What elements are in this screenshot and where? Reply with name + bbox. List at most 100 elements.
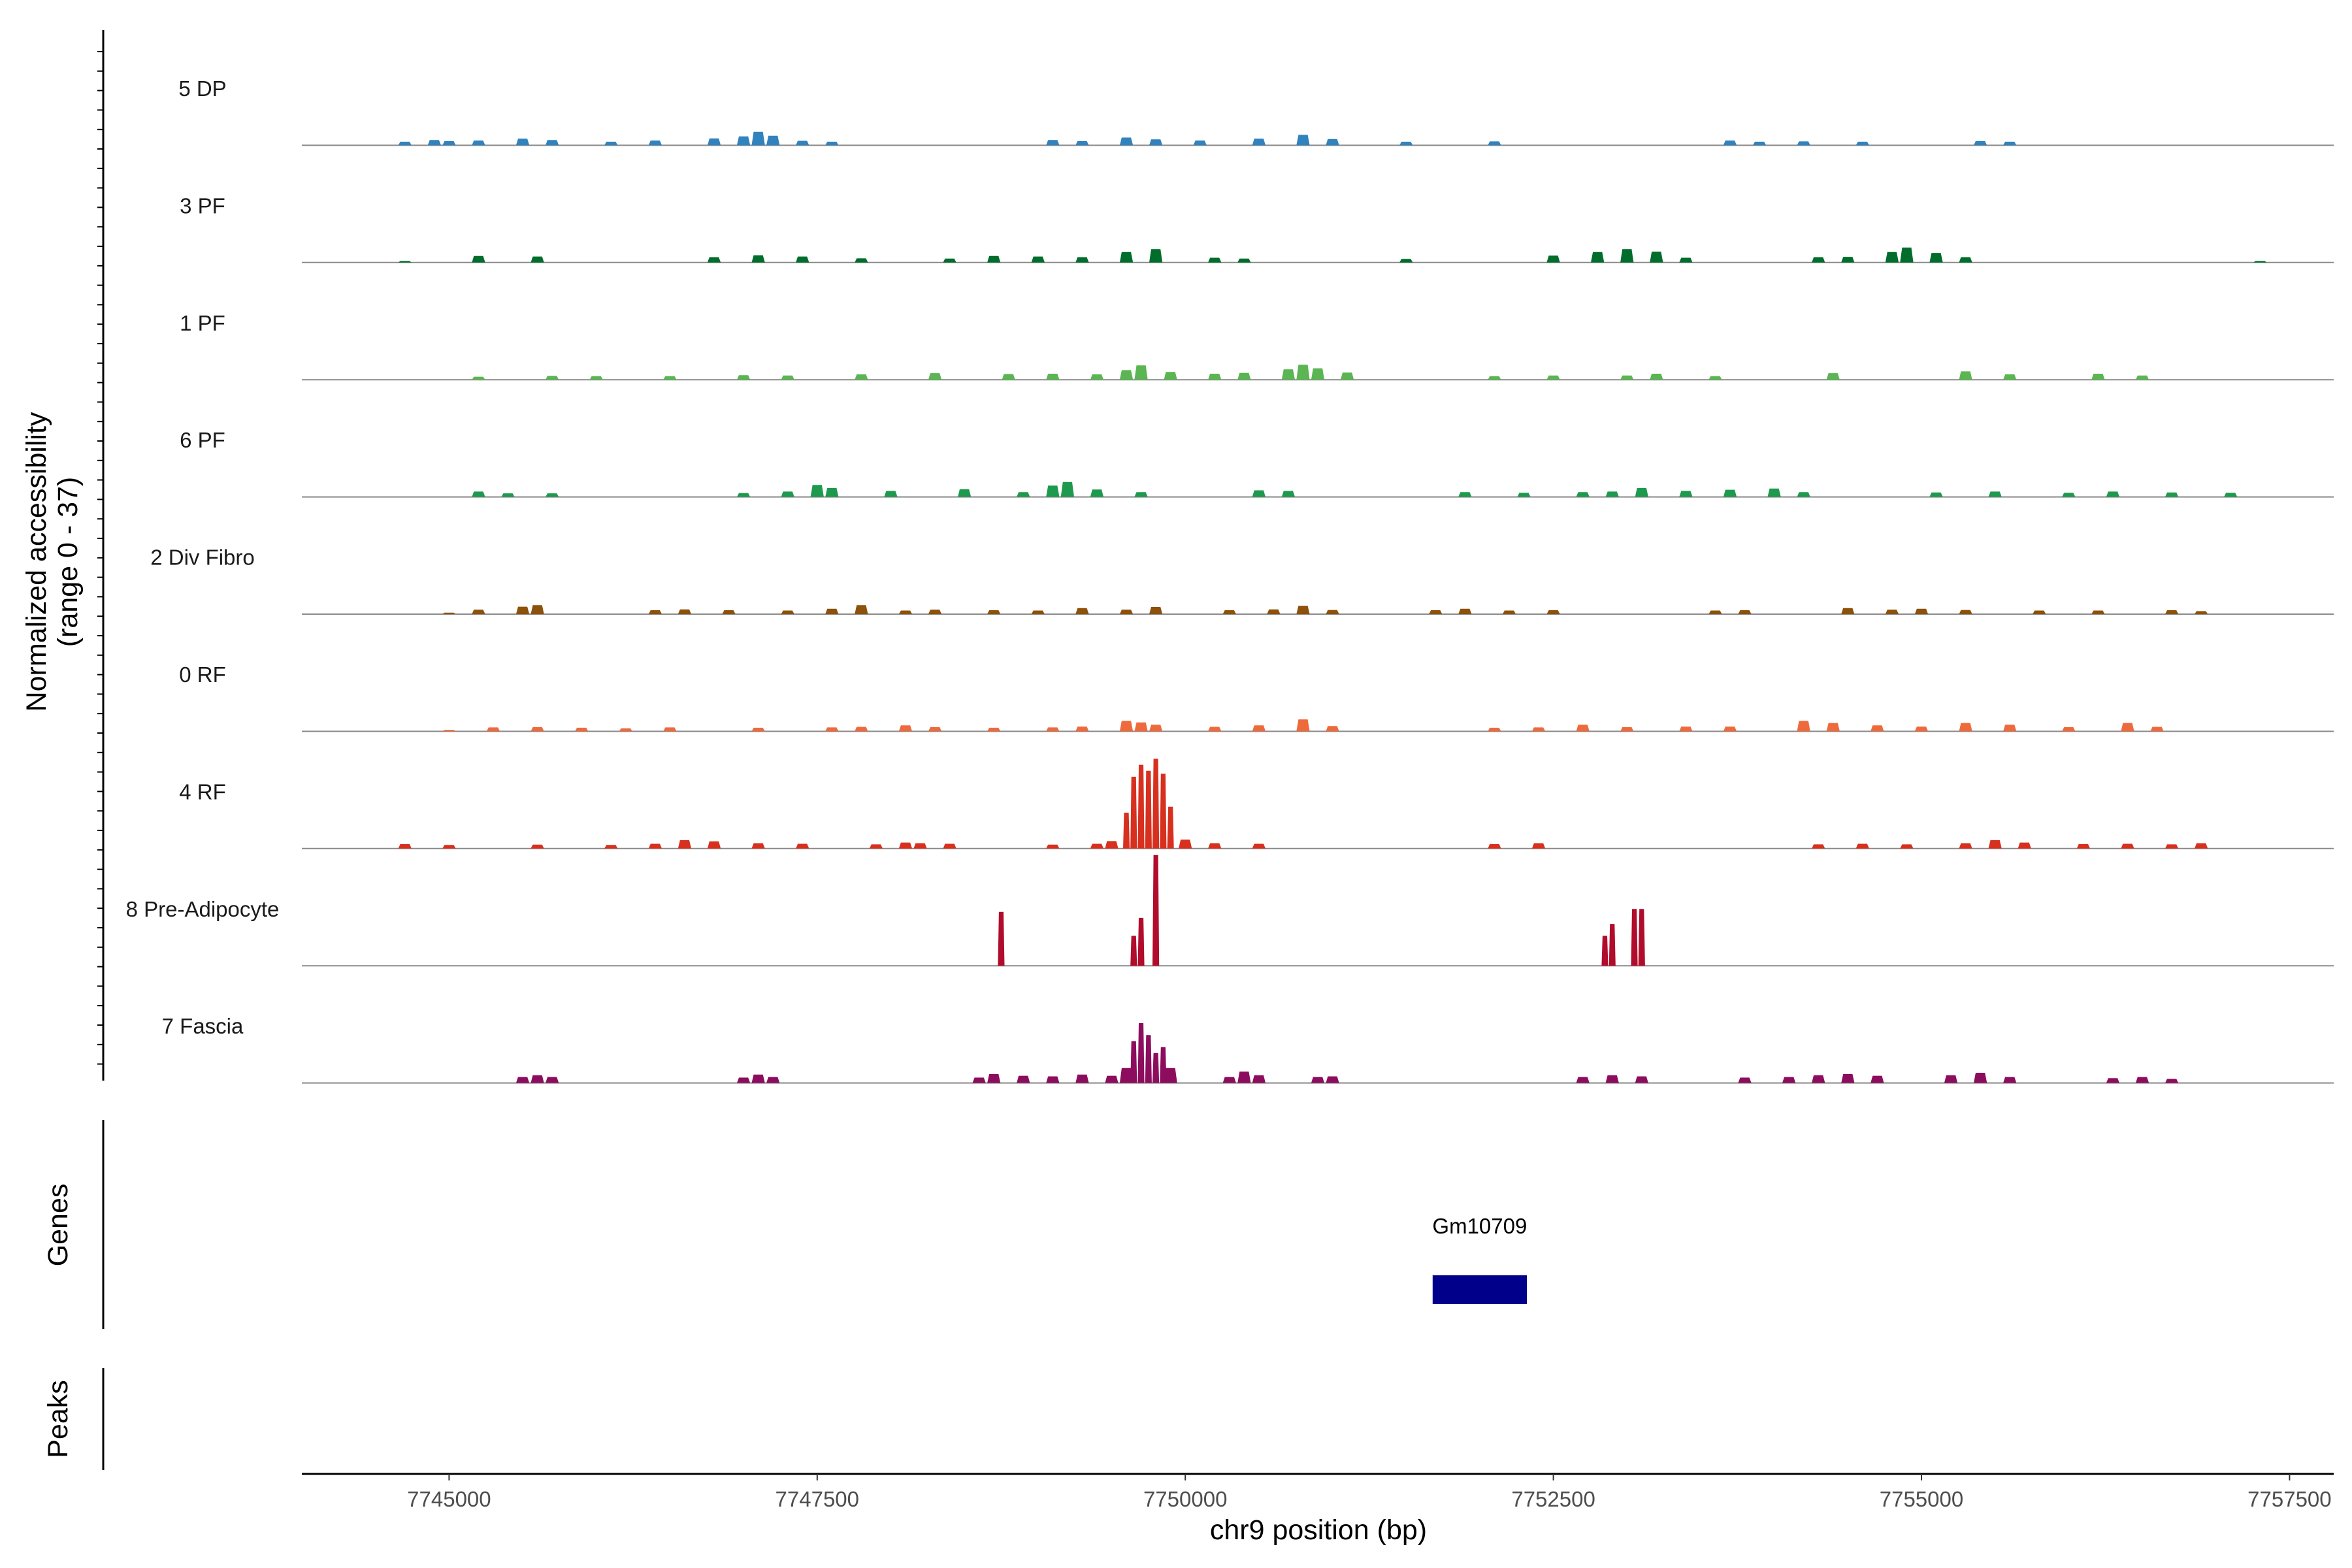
coverage-peak	[531, 1075, 544, 1083]
coverage-peak	[736, 375, 751, 380]
coverage-peak	[825, 487, 839, 497]
coverage-peak	[707, 841, 721, 849]
coverage-peak	[2165, 492, 2179, 497]
coverage-peak	[2150, 727, 2164, 732]
coverage-peak	[1974, 141, 1987, 146]
coverage-peak	[1650, 252, 1663, 263]
coverage-peak	[1281, 369, 1296, 380]
coverage-peak	[751, 255, 765, 263]
coverage-peak	[1160, 1047, 1167, 1083]
coverage-peak	[1826, 723, 1840, 732]
coverage-peak	[2253, 261, 2267, 263]
coverage-peak	[781, 491, 794, 497]
coverage-peak	[1017, 492, 1030, 497]
coverage-peak	[1855, 141, 1869, 146]
coverage-peak	[869, 844, 883, 849]
coverage-peak	[913, 843, 927, 849]
coverage-peak	[1296, 135, 1310, 146]
coverage-peak	[898, 842, 913, 849]
coverage-peak	[1531, 727, 1546, 732]
coverage-peak	[958, 489, 972, 497]
coverage-peak	[1149, 725, 1163, 732]
coverage-peak	[766, 1077, 780, 1083]
coverage-peak	[1601, 936, 1609, 966]
coverage-peak	[796, 843, 809, 849]
coverage-peak	[1723, 489, 1737, 497]
coverage-peak	[1152, 855, 1160, 966]
coverage-peak	[1119, 721, 1134, 732]
coverage-peak	[2033, 610, 2046, 614]
coverage-peak	[1046, 374, 1060, 380]
coverage-peak	[928, 373, 942, 380]
coverage-peak	[1017, 1075, 1030, 1083]
coverage-peak	[1458, 608, 1472, 614]
coverage-peak	[1944, 1075, 1958, 1083]
peaks-panel-label: Peaks	[42, 1380, 74, 1458]
track-8: 7 Fascia	[162, 1014, 2334, 1084]
coverage-peak	[604, 845, 618, 849]
coverage-peak	[1885, 252, 1899, 263]
coverage-peak	[987, 610, 1001, 614]
coverage-peak	[796, 140, 809, 146]
coverage-peak	[531, 727, 544, 732]
coverage-peak	[1296, 719, 1310, 732]
coverage-peak	[1900, 844, 1914, 849]
coverage-peak	[1502, 610, 1516, 614]
coverage-peak	[1164, 372, 1177, 380]
genes-panel-label: Genes	[42, 1184, 74, 1267]
track-3: 6 PF	[180, 428, 2334, 498]
coverage-peak	[1222, 1077, 1236, 1083]
coverage-peak	[898, 610, 913, 614]
coverage-peak	[1075, 608, 1089, 614]
coverage-peak	[1137, 764, 1145, 849]
coverage-peak	[1638, 909, 1645, 966]
gene-label: Gm10709	[1432, 1214, 1527, 1238]
coverage-peak	[855, 374, 868, 380]
coverage-peak	[442, 730, 456, 732]
coverage-peak	[1237, 372, 1251, 380]
coverage-peak	[2106, 491, 2120, 497]
coverage-peak	[1311, 1077, 1325, 1083]
coverage-peak	[648, 610, 662, 614]
coverage-peak	[678, 840, 692, 849]
x-axis-ticks: 7745000 7747500 7750000 7752500 7755000 77575…	[407, 1474, 2332, 1511]
coverage-peak	[1635, 1076, 1648, 1083]
x-tick-label: 7750000	[1143, 1487, 1227, 1511]
coverage-peak	[1605, 1075, 1619, 1083]
y-axis-title-line1: Normalized accessibility	[21, 412, 52, 711]
coverage-peak	[751, 1074, 765, 1083]
coverage-peak	[1149, 249, 1163, 263]
coverage-peak	[796, 256, 809, 263]
coverage-peak	[1797, 141, 1810, 146]
coverage-peak	[1208, 727, 1222, 732]
coverage-peak	[1679, 727, 1693, 732]
coverage-peak	[2121, 843, 2134, 849]
coverage-peak	[1060, 482, 1074, 497]
coverage-peak	[1959, 257, 1972, 263]
coverage-peak	[1767, 488, 1781, 497]
coverage-peak	[575, 727, 589, 732]
coverage-peak	[678, 609, 692, 614]
coverage-tracks: 5 DP 3 PF 1 PF 6 PF 2 Div Fibro 0 RF 4 RF 8 Pre…	[126, 76, 2334, 1084]
coverage-peak	[1546, 375, 1560, 380]
coverage-peak	[1179, 840, 1192, 849]
coverage-peak	[1620, 375, 1634, 380]
coverage-peak	[1046, 1076, 1060, 1083]
coverage-peak	[546, 1077, 559, 1083]
coverage-peak	[1208, 257, 1222, 263]
coverage-peak	[1137, 1023, 1145, 1083]
coverage-peak	[1119, 370, 1134, 380]
coverage-peak	[1959, 843, 1972, 849]
coverage-peak	[442, 845, 456, 849]
coverage-peak	[531, 605, 544, 614]
coverage-peak	[1296, 365, 1310, 380]
coverage-peak	[604, 141, 618, 146]
coverage-peak	[1326, 726, 1339, 732]
coverage-peak	[1090, 489, 1104, 497]
coverage-peak	[1075, 727, 1089, 732]
coverage-peak	[1620, 727, 1634, 732]
coverage-peak	[722, 610, 736, 614]
coverage-y-axis-ticks	[97, 51, 103, 1065]
coverage-peak	[1137, 917, 1145, 966]
